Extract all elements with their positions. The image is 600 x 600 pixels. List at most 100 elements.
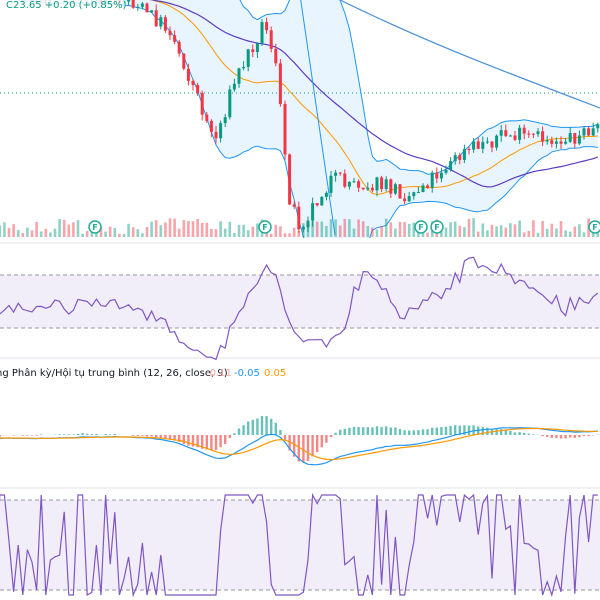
candle-body [191,80,195,85]
candle-body [297,206,301,230]
candle-body [168,30,172,36]
bollinger-fill [20,0,598,238]
stoch-band [0,500,600,590]
moving-average [149,0,598,196]
candle-body [288,154,292,205]
candle-body [140,3,144,7]
candle-body [504,130,508,137]
candle-body [412,192,416,197]
candle-body [269,30,273,49]
stoch-line [0,492,598,598]
candle-body [338,172,342,174]
candle-body [453,155,457,162]
macd-value: -0.05 [234,368,260,379]
candle-body [182,53,186,69]
rsi-line [0,256,599,361]
candle-body [573,133,577,144]
candle-body [255,43,259,53]
candle-body [481,142,485,149]
bollinger-upper [239,0,598,175]
candle-body [352,181,356,183]
candle-body [416,191,420,193]
candle-body [582,128,586,136]
candle-body [223,117,227,124]
event-marker [88,220,102,234]
candle-body [361,187,365,190]
candle-body [200,92,204,115]
candle-body [131,0,135,8]
candle-body [283,103,287,155]
candle-body [315,203,319,206]
event-marker [588,220,600,234]
candle-body [228,89,232,118]
trend-line [300,0,336,236]
moving-average-200 [338,0,600,109]
candle-body [260,22,264,44]
candle-body [384,179,388,190]
candle-body [499,130,503,136]
candle-body [421,185,425,192]
candle-body [306,220,310,228]
candle-body [591,128,595,136]
candle-body [251,49,255,53]
candle-body [237,68,241,84]
candle-body [508,135,512,137]
event-marker-label: F [592,223,597,232]
candle-body [196,84,200,93]
candle-body [145,3,149,13]
event-marker-label: F [434,223,439,232]
candle-body [320,196,324,206]
candle-body [278,63,282,104]
candle-body [159,17,163,27]
candle-body [403,198,407,202]
candle-body [127,0,131,2]
candle-body [495,135,499,148]
candle-body [435,172,439,179]
candle-body [205,114,209,121]
candle-body [242,66,246,69]
event-marker [414,220,428,234]
candle-body [173,35,177,42]
moving-average-long [149,0,598,188]
candle-body [154,10,158,27]
candle-body [554,141,558,144]
candle-body [430,172,434,188]
event-marker [430,220,444,234]
event-marker-label: F [262,223,267,232]
candle-body [458,155,462,160]
macd-histogram-value: -0.11 [206,368,232,379]
macd-signal-value: 0.05 [264,368,286,379]
candle-body [545,140,549,142]
macd-label: ng Phân kỳ/Hội tụ trung bình (12, 26, cl… [0,367,228,379]
candle-body [531,133,535,135]
candle-body [485,141,489,143]
candle-body [311,203,315,221]
candle-body [587,128,591,136]
candle-body [375,177,379,191]
legend-bg [0,0,125,12]
candle-body [568,133,572,142]
candle-body [186,68,190,81]
candle-body [301,227,305,230]
candle-body [564,141,568,144]
candle-body [232,83,236,90]
candle-body [462,149,466,160]
candle-body [522,127,526,134]
candle-body [136,6,140,8]
event-marker-label: F [92,223,97,232]
candle-body [334,172,338,176]
candle-body [265,22,269,31]
candle-body [596,124,600,129]
candle-body [324,192,328,197]
candle-body [214,131,218,139]
candle-body [527,133,531,135]
candle-body [472,141,476,150]
candle-body [219,123,223,139]
candle-body [490,141,494,148]
candle-body [163,17,167,31]
candle-body [426,185,430,188]
candle-body [393,184,397,194]
candle-body [366,187,370,190]
candle-body [329,175,333,193]
event-marker [258,220,272,234]
